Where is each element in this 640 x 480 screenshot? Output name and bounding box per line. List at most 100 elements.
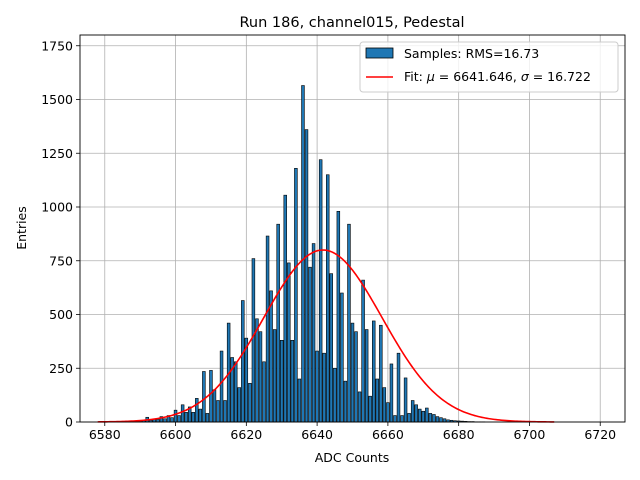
histogram-bar bbox=[265, 235, 270, 423]
y-tick-label: 250 bbox=[49, 361, 73, 376]
x-tick-label: 6620 bbox=[230, 427, 262, 442]
legend-label-fit: Fit: μ = 6641.646, σ = 16.722 bbox=[404, 69, 591, 84]
histogram-bar bbox=[379, 324, 383, 423]
histogram-bar bbox=[318, 159, 323, 423]
y-tick-label: 0 bbox=[65, 415, 73, 430]
y-tick-label: 1500 bbox=[41, 92, 73, 107]
histogram-bar bbox=[350, 322, 355, 423]
histogram-bar bbox=[223, 400, 227, 423]
fit-curve bbox=[97, 249, 555, 423]
histogram-bar bbox=[241, 300, 245, 423]
histogram-bar bbox=[336, 211, 341, 423]
x-tick-label: 6680 bbox=[443, 427, 475, 442]
histogram-bar bbox=[435, 416, 440, 423]
histogram-bar bbox=[375, 378, 379, 423]
y-axis-ticks: 0 250 500 750 1000 1250 1500 1750 bbox=[41, 38, 80, 430]
histogram-bar bbox=[205, 413, 210, 423]
histogram-bar bbox=[396, 352, 401, 423]
histogram-bar bbox=[439, 417, 443, 423]
x-tick-label: 6660 bbox=[372, 427, 404, 442]
histogram-bar bbox=[304, 129, 309, 423]
x-axis-ticks: 6580 6600 6620 6640 6660 6680 6700 6720 bbox=[89, 422, 616, 442]
histogram-bar bbox=[432, 414, 436, 423]
histogram-bar bbox=[170, 417, 174, 423]
histogram-bar bbox=[212, 389, 217, 423]
histogram-bar bbox=[290, 339, 295, 423]
histogram-bar bbox=[361, 279, 365, 423]
y-tick-label: 1750 bbox=[41, 38, 73, 53]
y-axis-label: Entries bbox=[14, 206, 29, 250]
x-axis-label: ADC Counts bbox=[315, 450, 390, 465]
histogram-bar bbox=[347, 223, 351, 423]
histogram-bar bbox=[382, 387, 387, 423]
histogram-bar bbox=[255, 318, 259, 423]
histogram-bar bbox=[407, 413, 411, 423]
histogram-bar bbox=[364, 329, 369, 423]
histogram-bar bbox=[219, 350, 224, 423]
histogram-bar bbox=[311, 243, 316, 423]
histogram-bar bbox=[357, 391, 362, 423]
histogram-bar bbox=[202, 371, 206, 423]
x-tick-label: 6700 bbox=[514, 427, 546, 442]
histogram-bar bbox=[343, 380, 348, 423]
histogram-bar bbox=[400, 415, 404, 423]
y-tick-label: 1250 bbox=[41, 146, 73, 161]
histogram-bar bbox=[403, 377, 408, 423]
histogram-bar bbox=[389, 363, 394, 423]
histogram-bar bbox=[173, 409, 178, 423]
histogram-bar bbox=[283, 194, 287, 423]
histogram-bar bbox=[333, 367, 337, 423]
histogram-bar bbox=[180, 404, 185, 423]
histogram-bar bbox=[262, 361, 266, 423]
histogram-bar bbox=[191, 412, 195, 423]
histogram-bar bbox=[414, 404, 418, 423]
histogram-bar bbox=[287, 262, 291, 423]
histogram-bar bbox=[301, 85, 305, 423]
legend-swatch-samples bbox=[365, 47, 394, 59]
histogram-bar bbox=[393, 415, 397, 423]
histogram-bar bbox=[326, 174, 330, 423]
histogram-bar bbox=[237, 387, 241, 423]
histogram-bar bbox=[280, 339, 284, 423]
x-tick-label: 6600 bbox=[160, 427, 192, 442]
histogram-bar bbox=[425, 407, 429, 423]
histogram-bar bbox=[308, 266, 312, 423]
histogram-bar bbox=[297, 378, 302, 423]
histogram-bar bbox=[428, 413, 433, 423]
histogram-bar bbox=[340, 292, 344, 423]
histogram-bar bbox=[421, 410, 425, 423]
histogram-bar bbox=[269, 290, 273, 423]
histogram-bar bbox=[248, 382, 252, 423]
histogram-bar bbox=[276, 223, 280, 423]
histogram-bar bbox=[216, 400, 220, 423]
chart-title: Run 186, channel015, Pedestal bbox=[239, 15, 464, 31]
histogram-bar bbox=[354, 331, 358, 423]
y-tick-label: 750 bbox=[49, 253, 73, 268]
legend-label-samples: Samples: RMS=16.73 bbox=[404, 46, 539, 61]
histogram-bar bbox=[184, 412, 188, 423]
histogram-bar bbox=[251, 258, 256, 423]
histogram-bar bbox=[442, 418, 447, 423]
histogram-bar bbox=[315, 350, 319, 423]
histogram-bar bbox=[372, 320, 376, 423]
histogram-bar bbox=[233, 361, 238, 423]
histogram-bar bbox=[368, 395, 372, 423]
histogram-bar bbox=[177, 415, 181, 423]
histogram-bar bbox=[244, 337, 249, 423]
histogram-bar bbox=[386, 402, 390, 423]
x-tick-label: 6580 bbox=[89, 427, 121, 442]
histogram-bar bbox=[195, 398, 199, 423]
histogram-bar bbox=[329, 273, 333, 423]
histogram-bar bbox=[198, 408, 203, 423]
y-tick-label: 500 bbox=[49, 307, 73, 322]
histogram-bar bbox=[209, 370, 213, 423]
histogram-bar bbox=[322, 352, 326, 423]
y-tick-label: 1000 bbox=[41, 200, 73, 215]
histogram-bar bbox=[272, 329, 277, 423]
histogram-bar bbox=[163, 418, 167, 423]
histogram-bar bbox=[294, 168, 298, 423]
histogram-bar bbox=[258, 331, 263, 423]
legend-box bbox=[359, 41, 619, 93]
histogram-bars bbox=[117, 85, 486, 423]
